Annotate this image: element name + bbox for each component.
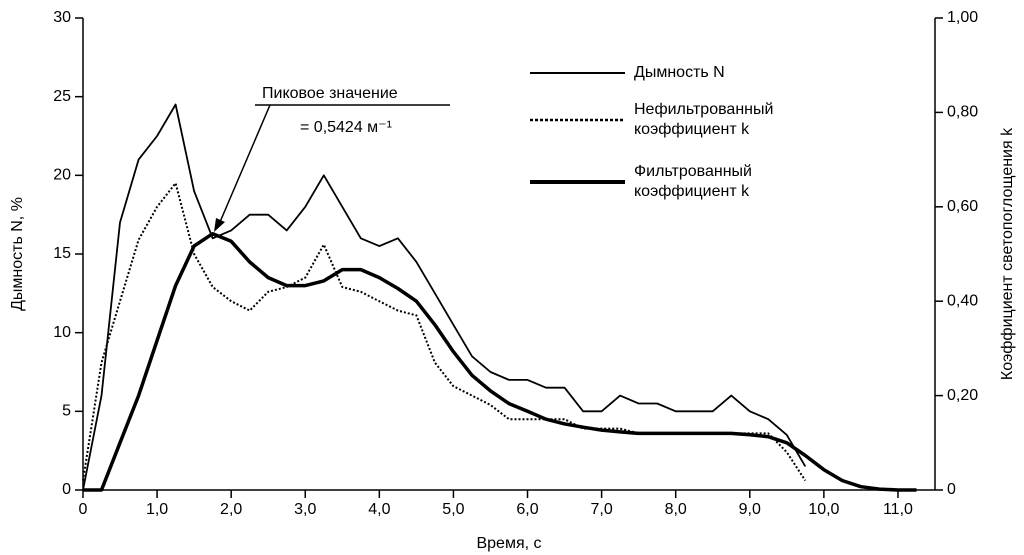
y2-tick-label: 1,00 [947, 9, 978, 26]
y2-tick-label: 0,60 [947, 198, 978, 215]
series-line [82, 182, 807, 482]
x-tick-label: 8,0 [665, 501, 687, 518]
y-tick-label: 25 [53, 88, 71, 105]
y-tick-label: 10 [53, 324, 71, 341]
y2-tick-label: 0 [947, 481, 956, 498]
y2-tick-label: 0,80 [947, 104, 978, 121]
y2-tick-label: 0,20 [947, 387, 978, 404]
x-tick-label: 3,0 [294, 501, 316, 518]
series-line [82, 103, 807, 491]
x-tick-label: 0 [79, 501, 88, 518]
annotation-arrow [219, 104, 271, 223]
x-tick-label: 10,0 [808, 501, 839, 518]
x-axis-label: Время, с [476, 535, 541, 552]
x-tick-label: 2,0 [220, 501, 242, 518]
legend-label: Дымность N [634, 64, 725, 81]
y-tick-label: 30 [53, 9, 71, 26]
arrow-head [214, 218, 225, 232]
legend-label: Фильтрованный коэффициент k [634, 163, 752, 200]
annotation: = 0,5424 м⁻¹ [300, 119, 392, 136]
x-tick-label: 5,0 [442, 501, 464, 518]
y-tick-label: 20 [53, 167, 71, 184]
x-tick-label: 11,0 [883, 501, 913, 518]
x-tick-label: 4,0 [368, 501, 390, 518]
y-axis-label: Дымность N, % [9, 197, 26, 311]
y-tick-label: 0 [62, 481, 71, 498]
x-tick-label: 9,0 [739, 501, 761, 518]
series-line [83, 231, 917, 492]
y-tick-label: 15 [53, 245, 71, 262]
y-tick-label: 5 [62, 403, 71, 420]
y2-tick-label: 0,40 [947, 292, 978, 309]
x-tick-label: 7,0 [590, 501, 612, 518]
x-tick-label: 1,0 [146, 501, 168, 518]
y2-axis-label: Коэффициент светопоглощения k [999, 127, 1016, 380]
annotation: Пиковое значение [262, 85, 398, 102]
legend-label: Нефильтрованный коэффициент k [634, 101, 774, 138]
x-tick-label: 6,0 [516, 501, 538, 518]
